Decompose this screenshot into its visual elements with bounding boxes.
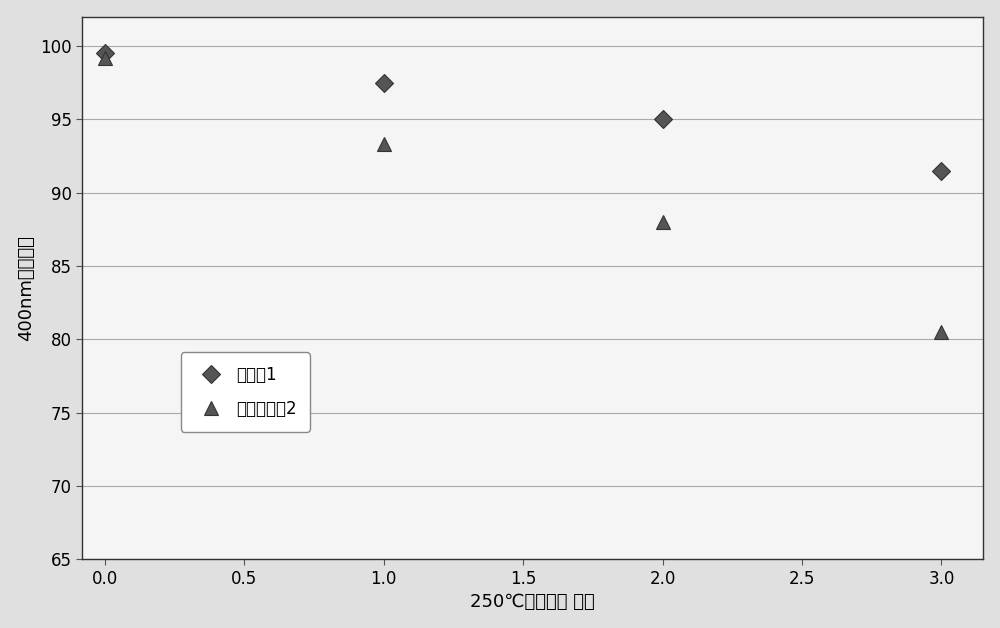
- Y-axis label: 400nm透过率％: 400nm透过率％: [17, 235, 35, 341]
- 参考例1: [935, 167, 947, 175]
- 参考例1: [657, 116, 669, 123]
- Line: 比较参考例2: 比较参考例2: [98, 51, 948, 339]
- 参考例1: [378, 79, 390, 87]
- 比较参考例2: [378, 141, 390, 148]
- 比较参考例2: [657, 219, 669, 226]
- 参考例1: [99, 50, 111, 57]
- Legend: 参考例1, 比较参考例2: 参考例1, 比较参考例2: [181, 352, 310, 431]
- 比较参考例2: [99, 54, 111, 62]
- 比较参考例2: [935, 328, 947, 336]
- X-axis label: 250℃加热时间 小时: 250℃加热时间 小时: [470, 593, 595, 611]
- Line: 参考例1: 参考例1: [98, 47, 948, 177]
